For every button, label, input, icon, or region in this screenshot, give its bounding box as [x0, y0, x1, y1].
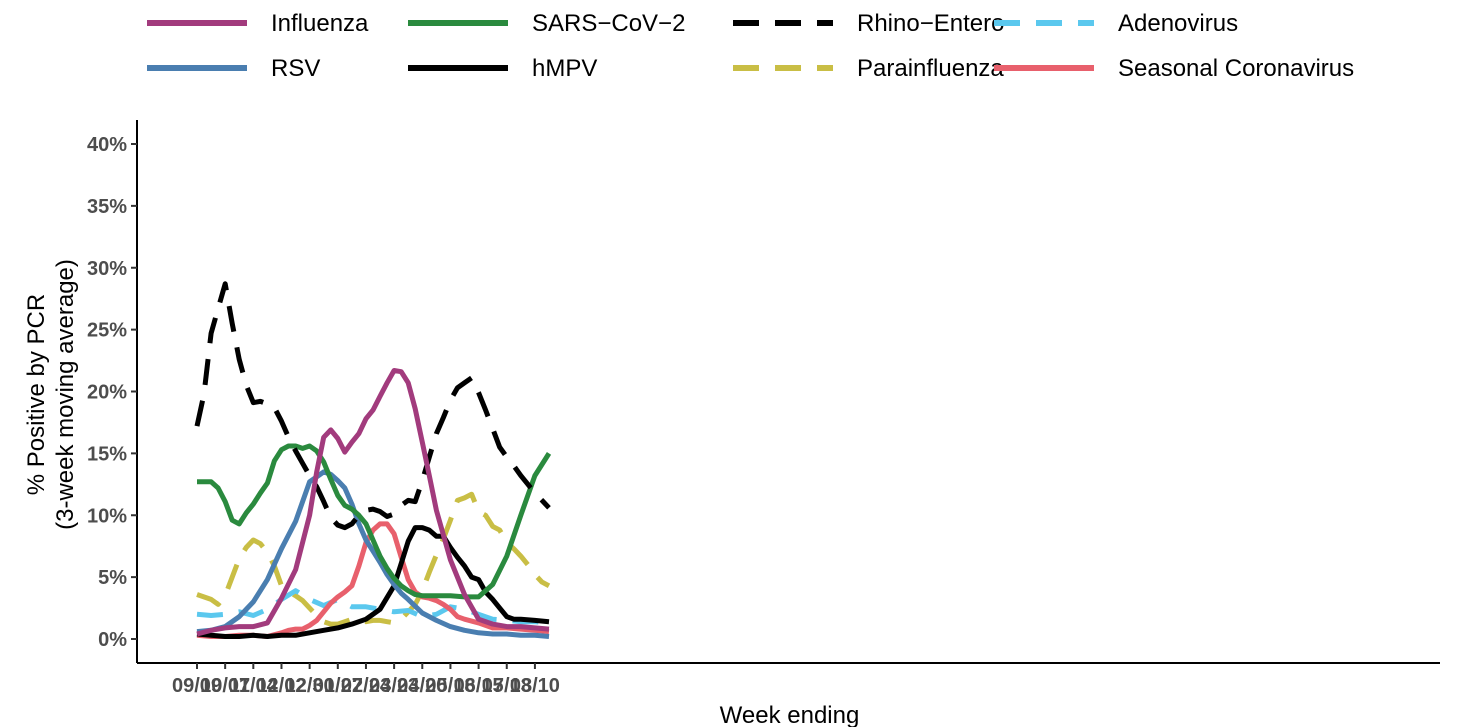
series-line-adenovirus [196, 588, 550, 626]
series-line-parainfluenza [196, 491, 551, 627]
y-tick-label: 5% [98, 567, 127, 589]
series-line-seasonal-coronavirus [196, 521, 550, 639]
series-line-influenza [196, 368, 550, 637]
x-tick-label: 05/18 [425, 675, 475, 697]
x-tick-label: 02/24 [341, 675, 392, 697]
legend-label: Parainfluenza [857, 55, 1004, 82]
x-tick-label: 01/27 [313, 675, 363, 697]
series-line-rhino-entero [194, 281, 551, 531]
series-line-rsv [196, 469, 550, 639]
x-tick-label: 12/30 [285, 675, 335, 697]
series-line-hmpv [196, 525, 550, 639]
legend-label: Seasonal Coronavirus [1118, 55, 1354, 82]
y-tick-label: 30% [87, 258, 127, 280]
x-tick-label: 04/20 [397, 675, 447, 697]
x-tick-label: 03/23 [369, 675, 419, 697]
y-tick-label: 25% [87, 320, 127, 342]
x-tick-label: 12/02 [256, 675, 306, 697]
x-axis-title: Week ending [720, 702, 860, 727]
legend-label: Adenovirus [1118, 10, 1238, 37]
y-tick-label: 10% [87, 505, 127, 527]
y-tick-label: 15% [87, 443, 127, 465]
legend-label: RSV [271, 55, 320, 82]
legend-label: hMPV [532, 55, 597, 82]
x-tick-label: 09/09 [172, 675, 222, 697]
plot-area [194, 281, 552, 639]
x-tick-label: 07/13 [482, 675, 532, 697]
x-tick-label: 06/15 [454, 675, 504, 697]
y-tick-label: 40% [87, 134, 127, 156]
legend: Influenza SARS−CoV−2 Rhino−Entero Adenoviru… [147, 10, 1354, 82]
x-tick-label: 11/04 [229, 675, 279, 697]
series-line-sars-cov-2 [197, 443, 552, 600]
x-tick-label: 10/07 [200, 675, 250, 697]
legend-label: Rhino−Entero [857, 10, 1004, 37]
y-tick-label: 20% [87, 382, 127, 404]
y-axis-ticks: 0% 5% 10% 15% 20% 25% 30% 35% 40% [87, 134, 137, 651]
x-axis-ticks: 09/0910/0711/0412/0212/3001/2702/2403/23… [172, 663, 560, 697]
y-axis-title: % Positive by PCR [23, 294, 50, 495]
legend-label: Influenza [271, 10, 369, 37]
y-tick-label: 35% [87, 196, 127, 218]
y-tick-label: 0% [98, 629, 127, 651]
y-axis-subtitle: (3-week moving average) [52, 259, 79, 530]
legend-label: SARS−CoV−2 [532, 10, 685, 37]
x-tick-label: 08/10 [510, 675, 560, 697]
